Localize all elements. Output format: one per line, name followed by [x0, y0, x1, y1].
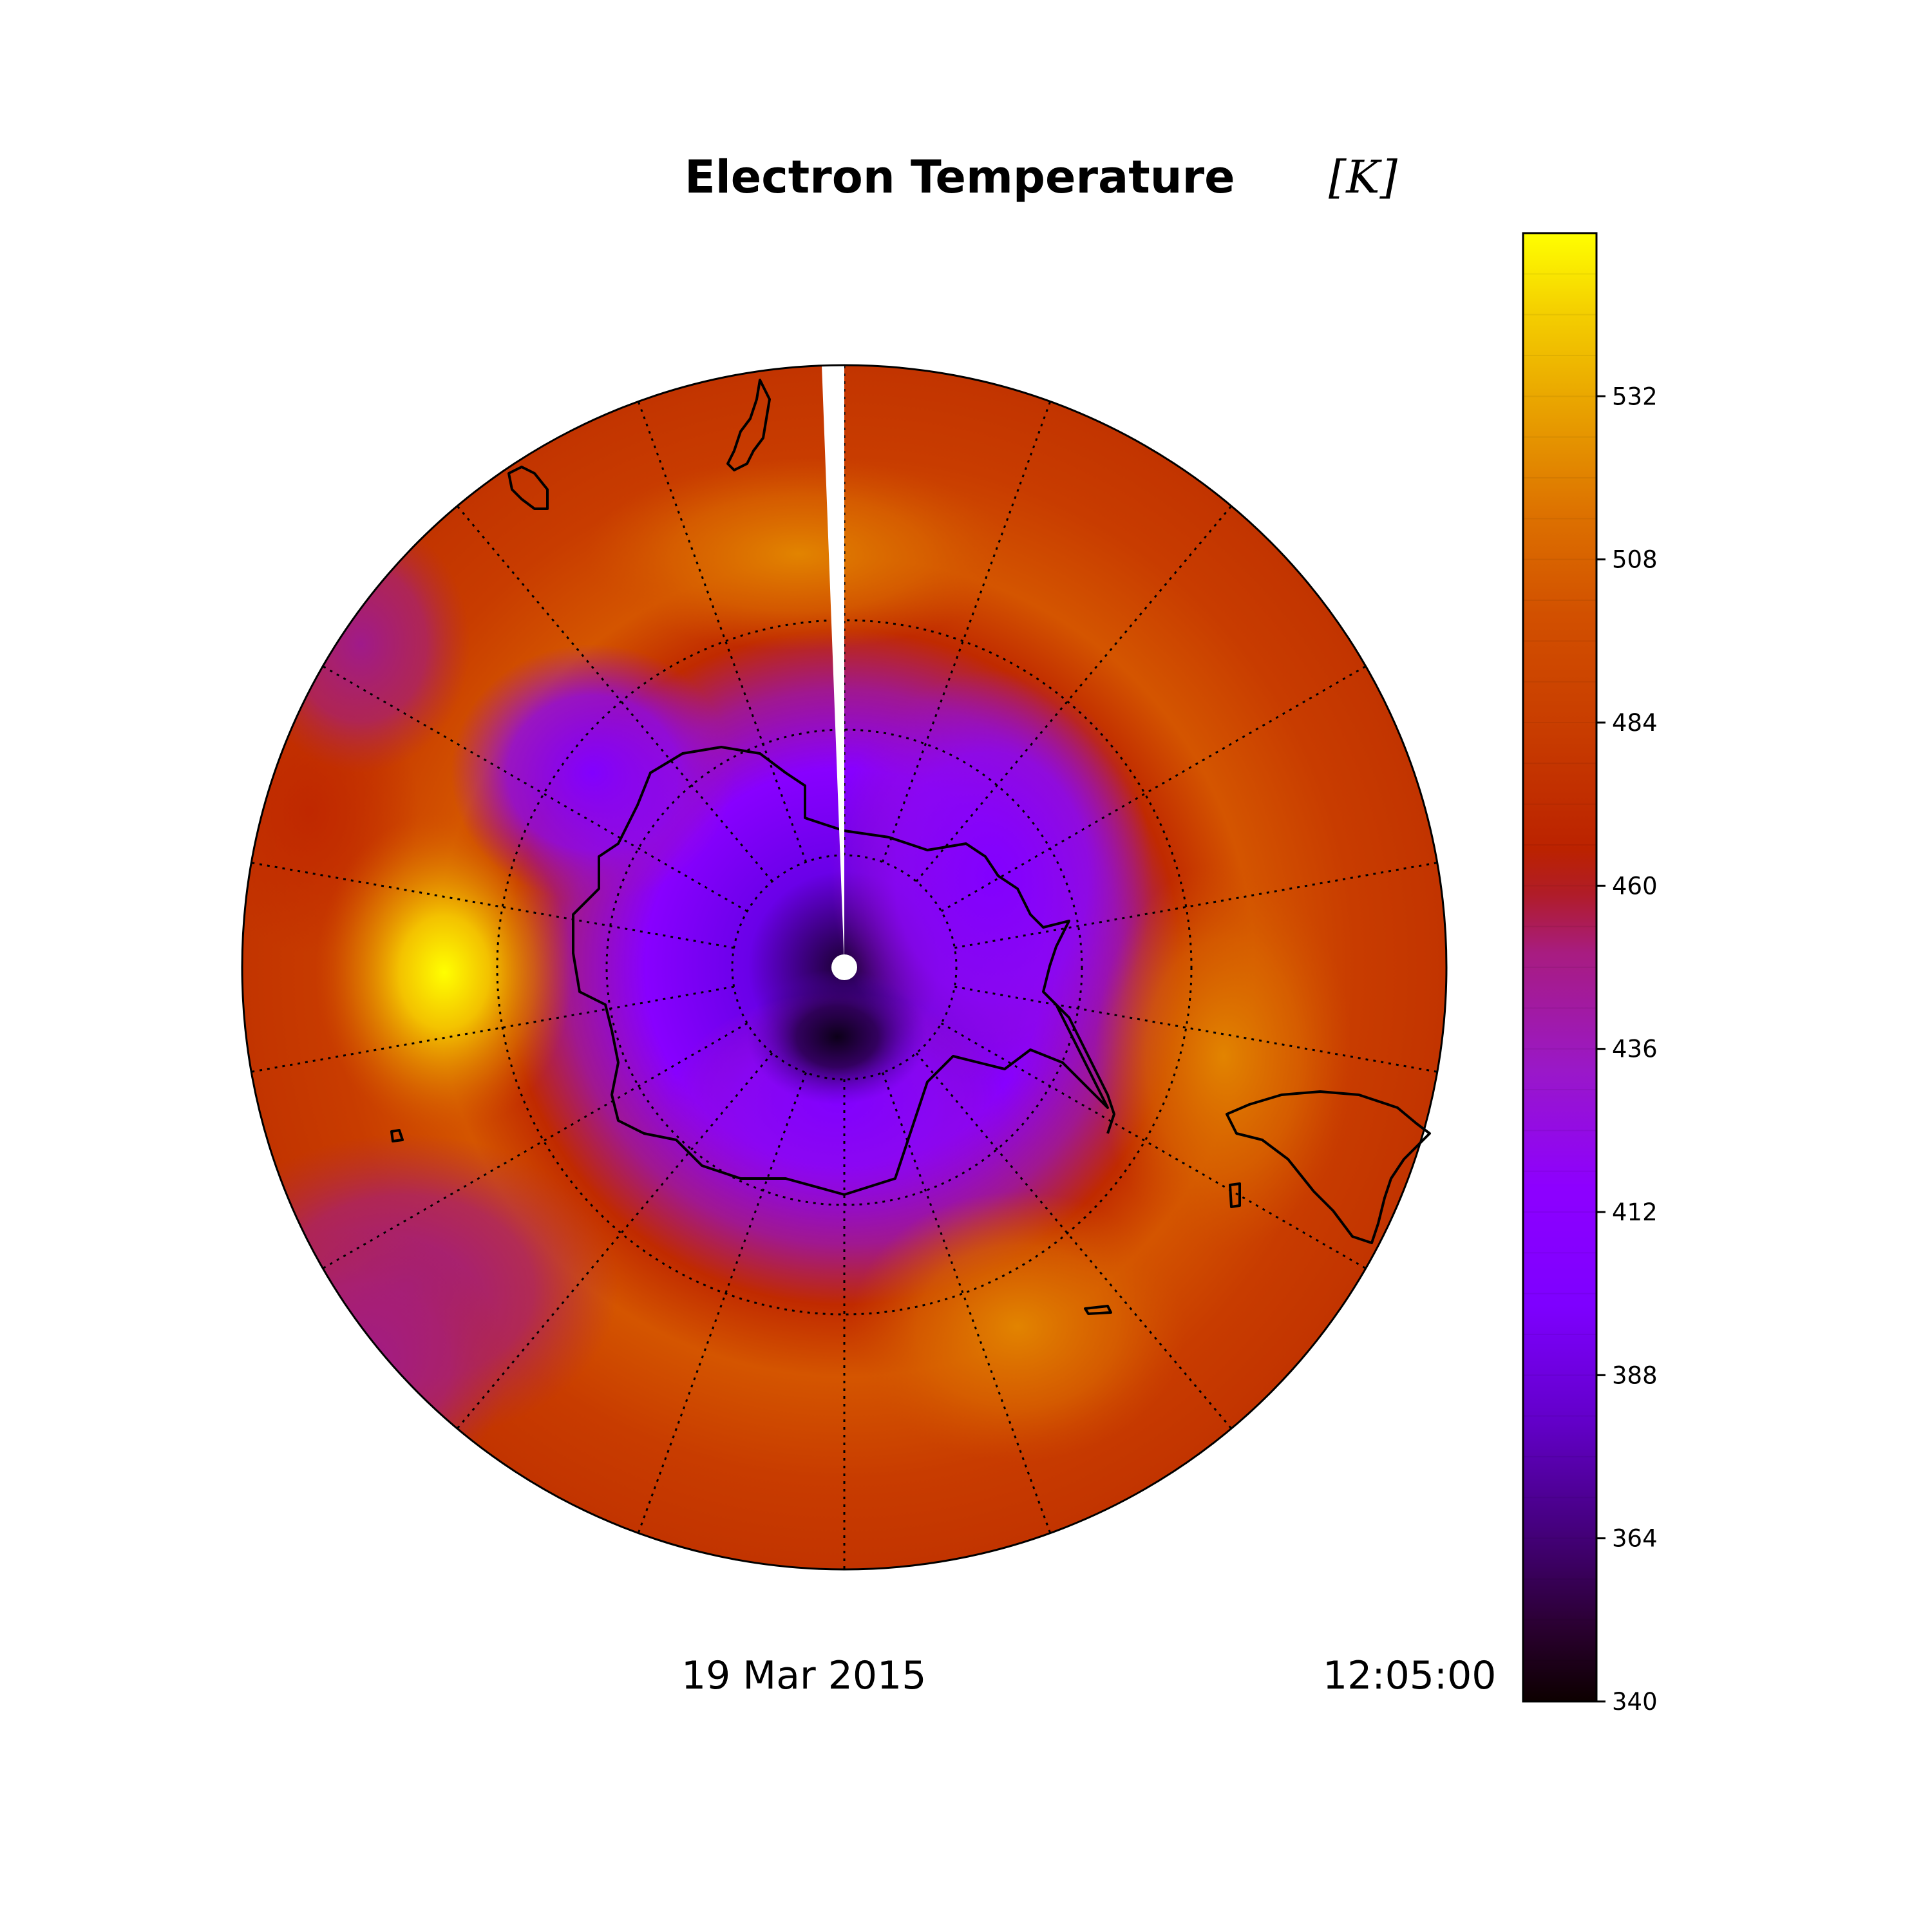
colorbar-tick-label: 412 [1612, 1198, 1658, 1226]
colorbar-tick-label: 532 [1612, 383, 1658, 410]
colorbar-tick-label: 460 [1612, 872, 1658, 900]
colorbar-ticks: 340 364 388 412 436 460 484 508 532 [1596, 383, 1658, 1716]
colorbar-bands [1523, 273, 1596, 1662]
colorbar-tick-label: 436 [1612, 1036, 1658, 1063]
colorbar-gradient [1523, 233, 1596, 1701]
antarctic-peninsula [1042, 990, 1115, 1134]
falkland-islands-coastline [1084, 1305, 1112, 1315]
coastlines [390, 379, 1431, 1315]
colorbar-tick-label: 508 [1612, 546, 1658, 574]
colorbar-tick-label: 364 [1612, 1525, 1658, 1553]
colorbar-tick-label: 388 [1612, 1361, 1658, 1389]
tasmania-coastline [507, 466, 549, 510]
temperature-map [241, 364, 1448, 1571]
time-label: 12:05:00 [1323, 1653, 1496, 1698]
colorbar-frame [1522, 232, 1598, 1703]
south-pole-marker [831, 954, 857, 980]
temperature-field [242, 365, 1446, 1569]
missing-data-wedge [822, 365, 844, 966]
plot-units: [K] [1329, 151, 1398, 204]
parallel-circle [496, 619, 1193, 1316]
new-zealand-coastline [726, 379, 771, 471]
south-america-coastline [1226, 1090, 1431, 1244]
colorbar-tick-label: 340 [1612, 1688, 1658, 1716]
plot-title: Electron Temperature [685, 151, 1235, 204]
date-label: 19 Mar 2015 [681, 1653, 926, 1698]
island-coastline [1229, 1182, 1241, 1208]
colorbar-tick-label: 484 [1612, 709, 1658, 737]
antarctica-coastline [572, 746, 1109, 1196]
map-boundary [241, 364, 1448, 1571]
island-coastline [390, 1129, 404, 1142]
colorbar: 340 364 388 412 436 460 484 508 532 [1522, 232, 1658, 1716]
